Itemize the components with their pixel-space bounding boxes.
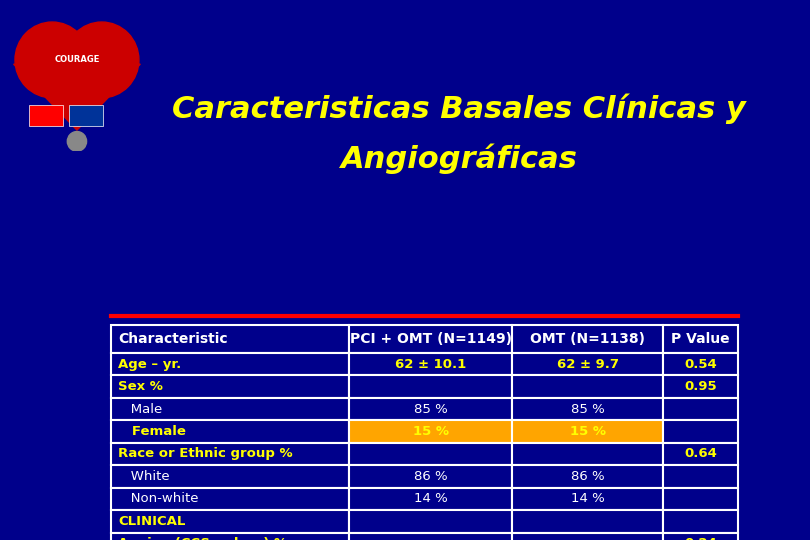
- FancyBboxPatch shape: [663, 353, 739, 375]
- FancyBboxPatch shape: [349, 488, 513, 510]
- FancyBboxPatch shape: [349, 398, 513, 420]
- FancyBboxPatch shape: [513, 465, 663, 488]
- FancyBboxPatch shape: [111, 398, 349, 420]
- FancyBboxPatch shape: [663, 420, 739, 443]
- FancyBboxPatch shape: [513, 420, 663, 443]
- FancyBboxPatch shape: [111, 510, 349, 532]
- FancyBboxPatch shape: [349, 465, 513, 488]
- FancyBboxPatch shape: [513, 398, 663, 420]
- Text: 85 %: 85 %: [414, 403, 448, 416]
- FancyBboxPatch shape: [513, 510, 663, 532]
- Circle shape: [67, 132, 87, 151]
- Text: 0.95: 0.95: [684, 380, 717, 393]
- FancyBboxPatch shape: [111, 325, 349, 353]
- FancyBboxPatch shape: [663, 465, 739, 488]
- Text: Angiográficas: Angiográficas: [341, 143, 578, 173]
- FancyBboxPatch shape: [663, 325, 739, 353]
- FancyBboxPatch shape: [111, 420, 349, 443]
- FancyBboxPatch shape: [349, 325, 513, 353]
- FancyBboxPatch shape: [111, 465, 349, 488]
- Text: 86 %: 86 %: [414, 470, 448, 483]
- Text: Non-white: Non-white: [118, 492, 198, 505]
- FancyBboxPatch shape: [513, 325, 663, 353]
- Circle shape: [15, 22, 89, 98]
- Text: COURAGE: COURAGE: [54, 56, 100, 64]
- FancyBboxPatch shape: [349, 510, 513, 532]
- Text: PCI + OMT (N=1149): PCI + OMT (N=1149): [350, 332, 512, 346]
- Text: P Value: P Value: [671, 332, 730, 346]
- Text: 0.64: 0.64: [684, 448, 717, 461]
- FancyBboxPatch shape: [513, 488, 663, 510]
- Text: 85 %: 85 %: [571, 403, 604, 416]
- FancyBboxPatch shape: [349, 420, 513, 443]
- FancyBboxPatch shape: [349, 532, 513, 540]
- Text: 14 %: 14 %: [571, 492, 604, 505]
- FancyBboxPatch shape: [663, 375, 739, 398]
- Text: 0.54: 0.54: [684, 357, 717, 370]
- FancyBboxPatch shape: [513, 532, 663, 540]
- FancyBboxPatch shape: [513, 375, 663, 398]
- FancyBboxPatch shape: [349, 353, 513, 375]
- Text: Race or Ethnic group %: Race or Ethnic group %: [118, 448, 293, 461]
- FancyBboxPatch shape: [349, 443, 513, 465]
- Bar: [29, 105, 63, 126]
- Text: Male: Male: [118, 403, 163, 416]
- FancyBboxPatch shape: [663, 532, 739, 540]
- Text: 15 %: 15 %: [569, 425, 606, 438]
- FancyBboxPatch shape: [663, 510, 739, 532]
- FancyBboxPatch shape: [111, 353, 349, 375]
- Text: Female: Female: [118, 425, 186, 438]
- Text: 0.24: 0.24: [684, 537, 717, 540]
- FancyBboxPatch shape: [663, 488, 739, 510]
- Text: CLINICAL: CLINICAL: [118, 515, 185, 528]
- FancyBboxPatch shape: [349, 375, 513, 398]
- FancyBboxPatch shape: [111, 375, 349, 398]
- FancyBboxPatch shape: [663, 443, 739, 465]
- Text: White: White: [118, 470, 170, 483]
- Text: Characteristic: Characteristic: [118, 332, 228, 346]
- Text: 86 %: 86 %: [571, 470, 604, 483]
- Text: 62 ± 9.7: 62 ± 9.7: [556, 357, 619, 370]
- FancyBboxPatch shape: [663, 398, 739, 420]
- Text: Age – yr.: Age – yr.: [118, 357, 181, 370]
- Text: Angina (CCS – class) %: Angina (CCS – class) %: [118, 537, 288, 540]
- Text: OMT (N=1138): OMT (N=1138): [531, 332, 646, 346]
- Polygon shape: [14, 64, 140, 130]
- Text: 62 ± 10.1: 62 ± 10.1: [395, 357, 467, 370]
- Circle shape: [65, 22, 139, 98]
- FancyBboxPatch shape: [513, 443, 663, 465]
- FancyBboxPatch shape: [111, 443, 349, 465]
- FancyBboxPatch shape: [111, 488, 349, 510]
- FancyBboxPatch shape: [111, 532, 349, 540]
- Text: 15 %: 15 %: [413, 425, 449, 438]
- Text: Caracteristicas Basales Clínicas y: Caracteristicas Basales Clínicas y: [173, 93, 746, 124]
- Bar: [69, 105, 103, 126]
- Text: 14 %: 14 %: [414, 492, 448, 505]
- FancyBboxPatch shape: [513, 353, 663, 375]
- Text: Sex %: Sex %: [118, 380, 163, 393]
